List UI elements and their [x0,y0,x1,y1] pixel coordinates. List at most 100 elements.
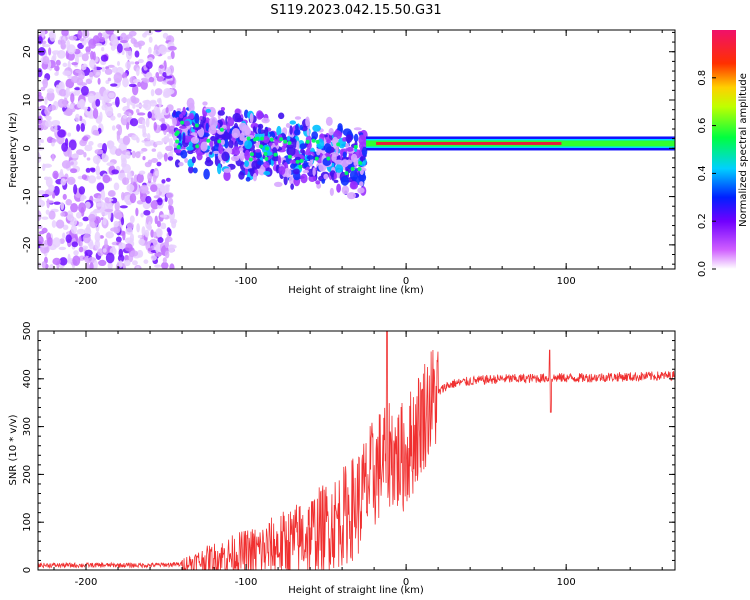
spectrum-blob [188,165,194,174]
spectrum-blob [89,262,94,269]
spectrum-blob [85,46,91,53]
spectrum-blob [285,122,291,129]
spectrum-blob [175,139,180,144]
spectrum-blob [59,238,65,244]
spectrum-blob [44,106,51,116]
spectrum-blob [84,144,93,152]
spectrum-blob [111,125,116,131]
spectrum-blob [286,136,291,141]
spectrum-blob [162,71,167,77]
spectrum-blob [78,246,84,253]
spectrum-blob [159,64,164,69]
spectrum-blob [132,84,139,96]
spectrum-blob [140,212,144,218]
spectrum-blob [142,132,148,138]
spectrum-blob [228,139,234,149]
spectrum-blob [169,263,175,269]
spectrum-blob [290,163,296,169]
spectrum-blob [217,139,222,144]
spectrum-blob [68,35,78,41]
spectrum-blob [82,216,89,222]
spectrum-blob [184,158,189,163]
spectrum-blob [268,142,273,146]
spectrum-blob [62,224,69,230]
spectrum-blob [110,34,118,46]
spectrum-blob [49,30,56,42]
spectrum-blob [300,148,305,154]
spectrum-blob [162,257,167,264]
snr-y-tick-label: 500 [22,321,33,340]
spectrum-blob [180,120,185,125]
spectrum-blob [192,167,198,174]
spectrum-blob [165,145,174,152]
spectrum-blob [141,147,148,152]
spectrum-blob [305,139,310,144]
spectrum-blob [321,178,326,184]
spectrum-blob [223,168,232,173]
spectrum-blob [353,133,359,143]
spectrum-blob [328,128,334,136]
spectrum-blob [361,146,368,157]
spectrum-blob [55,59,61,66]
spectrum-x-tick-label: -100 [235,276,258,287]
spectrum-blob [148,46,152,55]
spectrum-blob [136,108,140,114]
spectrum-blob [65,86,70,98]
spectrum-blob [171,220,177,229]
spectrum-blob [121,97,128,103]
spectrum-blob [81,174,88,180]
spectrum-blob [41,261,46,269]
spectrum-blob [161,118,165,126]
spectrum-blob [191,156,196,164]
spectrum-blob [143,259,149,264]
spectrum-blob [123,47,133,52]
spectrum-blob [289,120,297,125]
spectrum-blob [44,120,53,128]
spectrum-blob [95,165,101,176]
spectrum-blob [45,176,53,188]
spectrum-blob [190,136,200,144]
spectrum-blob [244,160,250,167]
spectrum-blob [165,67,172,77]
spectrum-blob [165,88,175,95]
spectrum-blob [121,157,127,167]
spectrum-blob [142,100,151,104]
spectrum-blob [61,30,69,37]
spectrum-blob [353,144,358,149]
spectrum-blob [174,149,182,154]
spectrum-blob [255,136,260,141]
spectrum-blob [48,210,56,220]
spectrum-blob [167,55,172,60]
spectrum-blob [38,138,43,144]
spectrum-blob [46,200,54,204]
spectrum-blob [61,232,66,239]
spectrum-blob [55,84,60,94]
spectrum-blob [129,193,137,204]
spectrum-blob [197,127,205,138]
spectrum-blob [257,123,264,130]
spectrum-blob [42,78,49,89]
spectrum-blob [156,98,162,103]
spectrum-blob [174,132,179,137]
spectrum-blob [86,262,90,269]
figure-title: S119.2023.042.15.50.G31 [270,3,441,18]
spectrum-blob [260,136,265,141]
spectrum-blob [105,231,114,239]
spectrum-blob [217,110,225,116]
spectrum-blob [42,43,51,48]
spectrum-blob [135,266,140,269]
spectrum-blob [156,220,161,228]
spectrum-blob [122,77,129,88]
snr-x-axis: -200 -100 0 100 [53,331,663,588]
spectrum-blob [78,186,86,195]
spectrum-blob [41,30,46,38]
spectrum-blob [232,146,241,156]
spectrum-blob [59,257,68,266]
spectrum-blob [98,259,107,267]
spectrum-blob [129,233,134,243]
spectrum-blob [154,170,159,176]
spectrum-blob [276,125,282,137]
spectrum-blob [95,98,101,107]
spectrum-blob [54,65,60,72]
spectrum-blob [78,202,86,213]
